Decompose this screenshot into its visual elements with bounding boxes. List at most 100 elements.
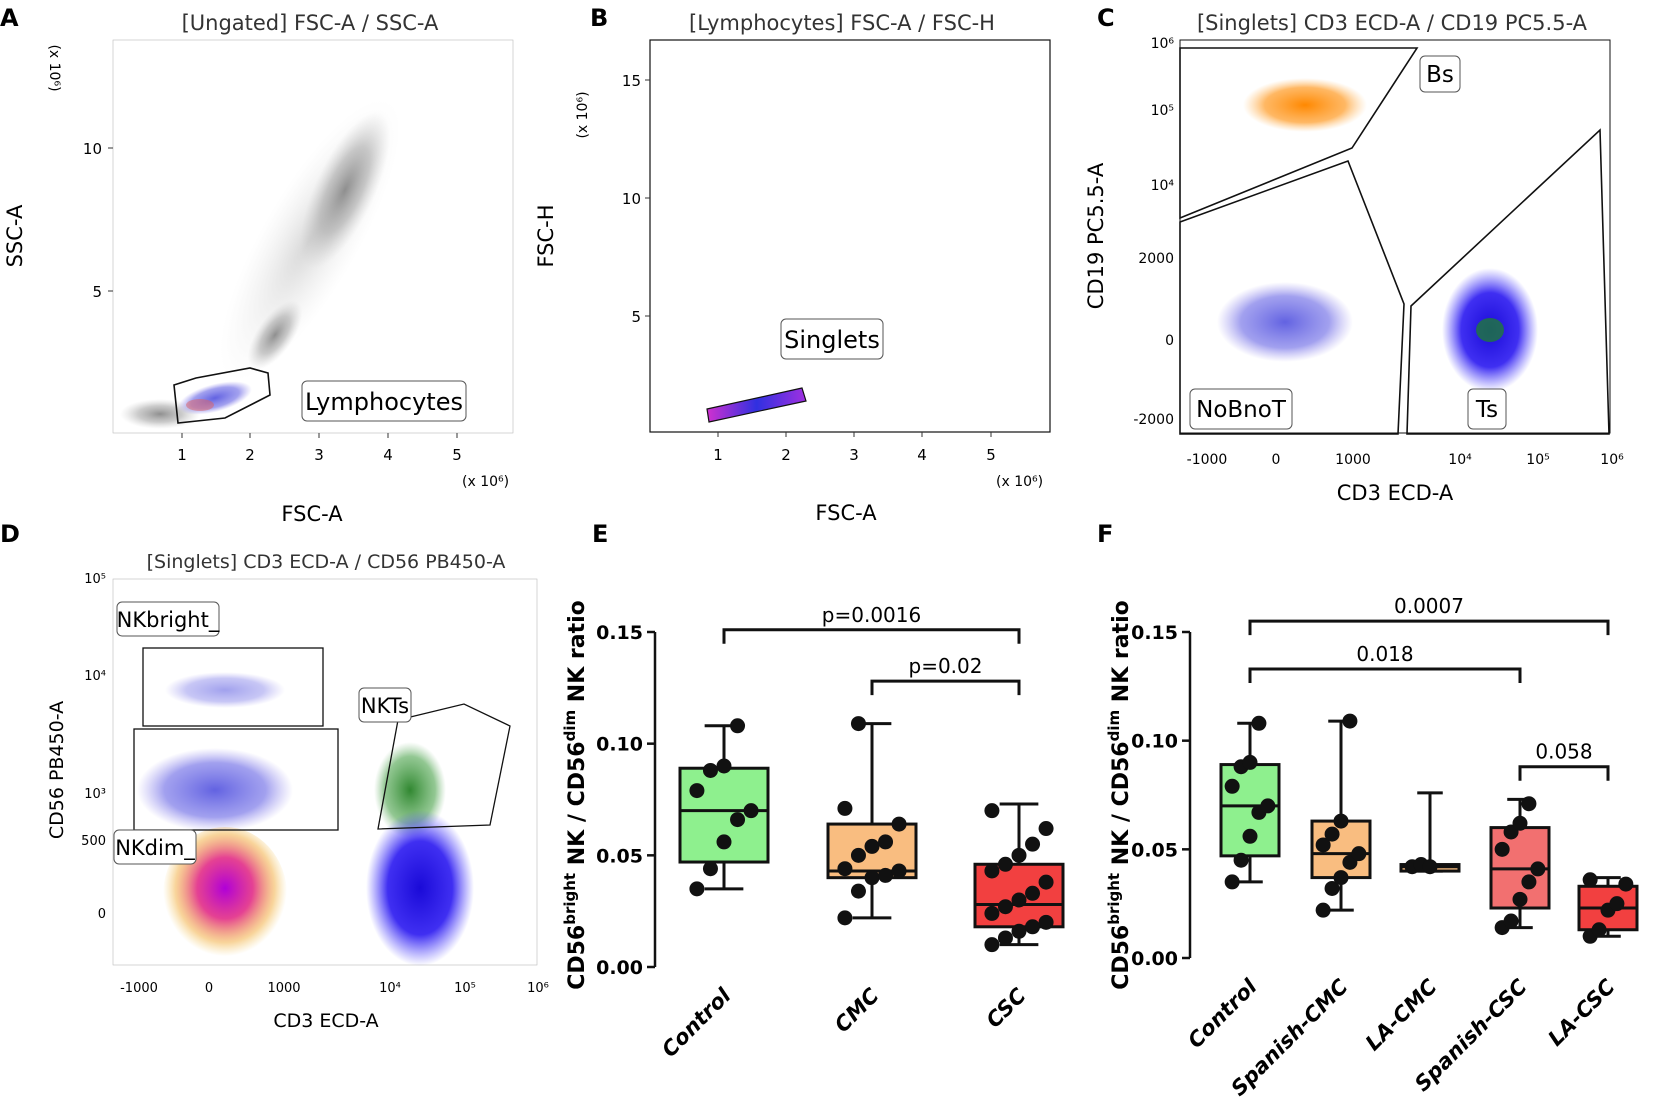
significance-bracket [1248,667,1522,683]
panel-d-nkdim-cloud [137,748,293,832]
data-point [1530,861,1546,877]
nkdim-gate[interactable] [133,728,339,831]
panel-c-xtick: -1000 [1187,452,1228,468]
nobnot-gate-label-box [1189,388,1293,430]
panel-c-xtick: 10⁵ [1526,452,1549,468]
category-label: Control [1183,974,1262,1053]
data-point [1342,713,1358,729]
data-point [1233,852,1249,868]
data-point [1609,896,1625,912]
data-point [716,758,732,774]
panel-c-ytick: 10⁶ [1151,36,1175,52]
panel-c-y-ticks: -2000 0 2000 10⁴ 10⁵ 10⁶ [1133,36,1174,428]
p-value-label: 0.018 [1356,642,1413,666]
significance-bracket [1518,765,1610,781]
panel-d-xtick: 10⁵ [454,981,476,996]
bs-gate-label-box [1419,55,1461,93]
y-axis-label: CD56bright NK / CD56dim NK ratio [561,600,590,990]
panel-c-ytick: 2000 [1138,251,1174,267]
y-tick-label: 0.00 [596,957,643,979]
panel-c-xtick: 0 [1272,452,1281,468]
panel-a-xtick: 5 [452,446,462,464]
p-value-label: 0.0007 [1394,594,1464,618]
panel-a: A [Ungated] FSC-A / SSC-A Lymphocytes 5 … [0,4,514,526]
panel-c-xtick: 10⁴ [1448,452,1472,468]
data-point [1512,891,1528,907]
nkbright-gate-label-box [116,601,220,637]
panel-d-xtick: 10⁴ [379,981,401,996]
data-point [837,800,853,816]
y-axis-label-part: CD56 [565,925,590,990]
panel-b-xtick: 2 [781,446,791,464]
panel-b-letter: B [590,4,608,32]
panel-c-letter: C [1097,4,1115,32]
data-point [1025,919,1041,935]
panel-b-ytick: 5 [631,308,641,326]
significance-bracket [1248,619,1610,636]
p-value-label: p=0.0016 [822,603,921,627]
data-point [864,870,880,886]
panel-a-xtick: 2 [245,446,255,464]
lymphocytes-gate[interactable] [173,367,271,424]
panel-c-xtick: 10⁶ [1600,452,1624,468]
data-point [1521,874,1537,890]
chart-e: 0.00 0.05 0.10 0.15 CD56bright NK / CD56dim … [561,600,1065,1062]
panel-a-xtick: 3 [314,446,324,464]
data-point [1260,798,1276,814]
category-label: LA-CSC [1543,974,1619,1050]
panel-a-monocyte-cloud [247,300,303,370]
data-point [984,905,1000,921]
panel-c-b-cell-cloud [1243,78,1367,132]
y-tick-label: 0.10 [1131,731,1178,753]
data-point [1521,796,1537,812]
data-point [850,716,866,732]
panel-d-ytick: 10⁴ [84,669,106,684]
panel-d-ytick: 0 [98,907,106,922]
data-point [1038,874,1054,890]
panel-a-ylabel: SSC-A [3,204,27,267]
y-axis-label: CD56bright NK / CD56dim NK ratio [1105,600,1134,990]
data-point [850,883,866,899]
bs-gate-label: Bs [1426,62,1454,88]
panel-b-ylabel: FSC-H [534,204,558,267]
data-point [1038,821,1054,837]
panel-b-plot-area [649,39,1051,433]
panel-a-ytick: 5 [92,283,102,301]
data-point [1618,876,1634,892]
bs-gate[interactable] [1179,47,1419,220]
singlets-gate-label: Singlets [784,326,880,354]
data-point [850,847,866,863]
panel-d-plot-area [112,578,538,966]
y-tick-label: 0.05 [596,845,643,867]
panel-b-xlabel: FSC-A [815,501,877,525]
panel-b-title: [Lymphocytes] FSC-A / FSC-H [689,11,995,35]
y-axis-label-superscript: bright [561,873,579,925]
panel-a-plot-area [112,39,514,434]
panel-d-t-cell-cloud [366,810,474,966]
y-axis-label-superscript: bright [1105,873,1123,925]
data-point [1025,836,1041,852]
data-point [1315,837,1331,853]
panel-d-ytick: 500 [81,834,106,849]
ts-gate-label-box [1467,388,1507,430]
panel-a-granulocyte-cloud [299,111,391,269]
nkts-gate[interactable] [377,703,511,830]
nkbright-gate[interactable] [142,647,324,727]
singlets-gate[interactable] [706,387,807,423]
panel-d-y-ticks: 0 500 10³ 10⁴ 10⁵ [81,572,106,922]
panel-a-x-ticks: 1 2 3 4 5 [177,433,462,464]
data-point [1582,872,1598,888]
data-point [864,838,880,854]
nkbright-gate-label: NKbright_ [117,608,220,633]
panel-d: D [Singlets] CD3 ECD-A / CD56 PB450-A NK… [0,520,549,1032]
nobnot-gate[interactable] [1179,159,1405,435]
panel-d-ytick: 10³ [84,787,106,802]
panel-c-xtick: 1000 [1335,452,1371,468]
ts-gate[interactable] [1406,128,1610,435]
lymphocytes-gate-label: Lymphocytes [305,388,463,416]
panel-d-xtick: 10⁶ [527,981,549,996]
y-axis-label-superscript: dim [1105,710,1123,742]
y-tick-label: 0.15 [1131,622,1178,644]
